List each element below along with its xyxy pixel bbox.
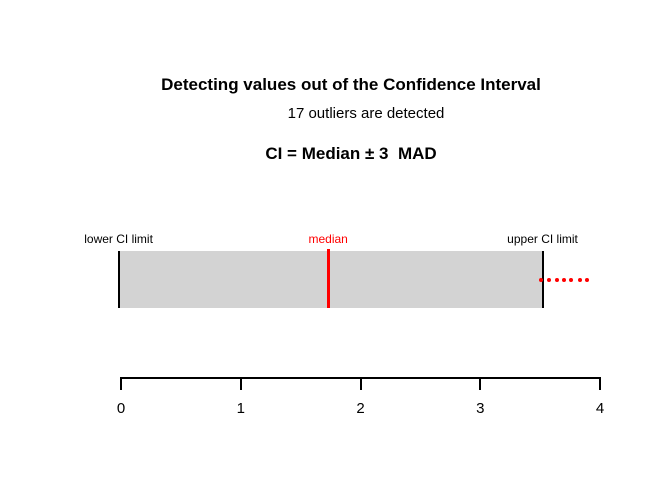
lower-ci-limit-line — [117, 251, 120, 308]
chart-title-line1: Detecting values out of the Confidence I… — [161, 75, 541, 94]
outlier-dot — [584, 278, 589, 282]
x-axis-tick-label: 0 — [116, 400, 126, 417]
x-axis-tick — [120, 377, 122, 390]
x-axis-tick-label: 1 — [236, 400, 245, 417]
chart-title-line2: CI = Median ± 3 MAD — [265, 144, 437, 163]
outlier-dot — [554, 278, 559, 282]
outlier-dot — [577, 278, 582, 282]
chart-subtitle: 17 outliers are detected — [287, 105, 445, 122]
outlier-dot — [546, 278, 551, 282]
x-axis-tick-label: 3 — [476, 400, 485, 417]
median-label: median — [308, 232, 348, 246]
x-axis-tick-label: 2 — [356, 400, 365, 417]
chart-title: Detecting values out of the Confidence I… — [15, 27, 672, 211]
x-axis-tick — [359, 377, 362, 390]
median-line — [326, 249, 330, 308]
x-axis-tick-label: 4 — [595, 400, 605, 417]
confidence-interval-box — [118, 251, 543, 308]
x-axis-tick — [479, 377, 482, 390]
lower-ci-label: lower CI limit — [84, 232, 153, 246]
x-axis-tick — [239, 377, 242, 390]
x-axis-tick — [599, 377, 601, 390]
outlier-dot — [562, 278, 567, 282]
outlier-dot — [569, 278, 574, 282]
outlier-dot — [539, 278, 544, 282]
upper-ci-label: upper CI limit — [507, 232, 578, 246]
